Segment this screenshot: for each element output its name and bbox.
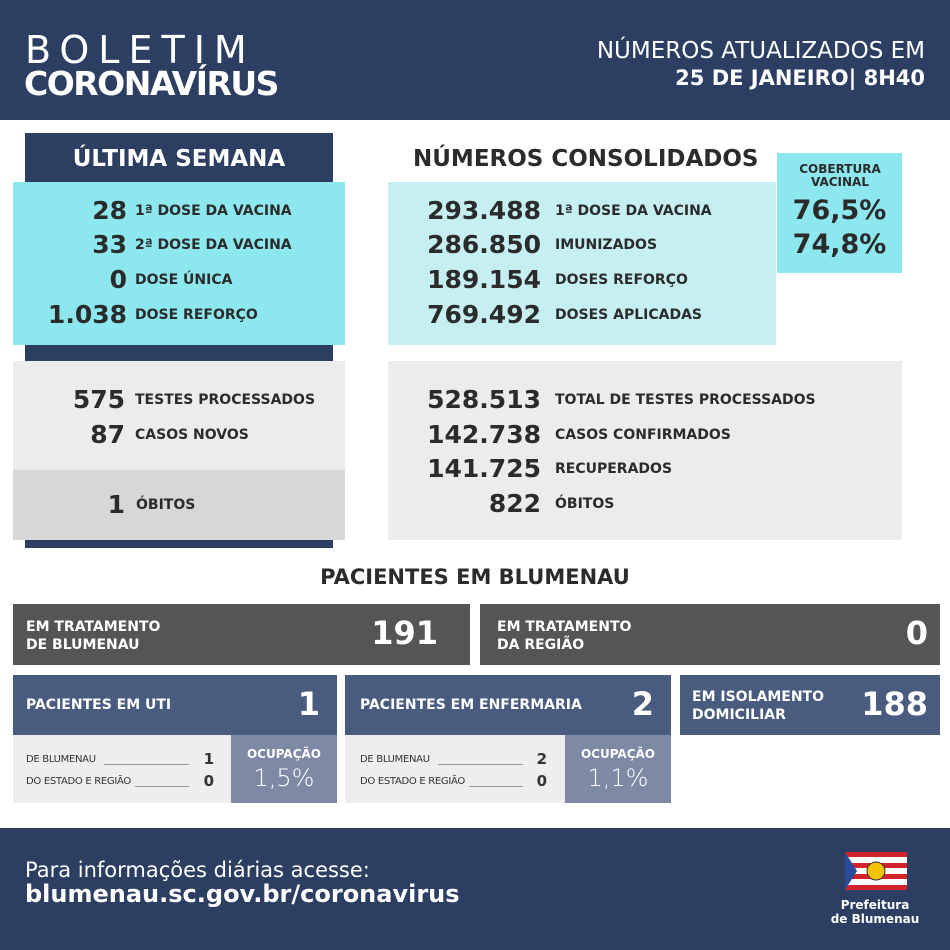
semana-obitos-box (13, 470, 345, 540)
detail-value: 0 (203, 772, 214, 790)
cobertura-box (777, 153, 902, 273)
stat-value: 293.488 (427, 196, 541, 225)
detail-label: DO ESTADO E REGIÃO (360, 776, 465, 787)
enfermaria-detail-box (345, 735, 565, 803)
stat-value: 822 (488, 489, 541, 518)
stat-value: 87 (90, 420, 125, 449)
ocupacao-value: 1,1% (587, 764, 649, 792)
flag-stripe (845, 852, 907, 857)
stat-label: ÓBITOS (555, 496, 615, 512)
tratamento-label: EM TRATAMENTO DE BLUMENAU (26, 619, 161, 653)
consolidados-vacina-box (388, 182, 776, 345)
stat-label: DOSES REFORÇO (555, 272, 688, 288)
ocupacao-value: 1,5% (253, 764, 315, 792)
update-line1: NÚMEROS ATUALIZADOS EM (596, 38, 925, 64)
stat-label: DOSE REFORÇO (135, 307, 258, 323)
detail-label: DE BLUMENAU (360, 754, 430, 765)
ocupacao-box (231, 735, 337, 803)
header-title: BOLETIM (25, 28, 256, 72)
detail-line (438, 764, 523, 765)
footer-line1: Para informações diárias acesse: (25, 858, 370, 882)
isolamento-label: EM ISOLAMENTO DOMICILIAR (692, 689, 824, 723)
ocupacao-box (565, 735, 671, 803)
stat-value: 142.738 (427, 420, 541, 449)
stat-label: DOSE ÚNICA (135, 272, 233, 288)
enfermaria-box (345, 675, 671, 735)
detail-value: 0 (536, 772, 547, 790)
stat-value: 1.038 (47, 300, 127, 329)
semana-vacina-box (13, 182, 345, 345)
flag-emblem (866, 861, 886, 881)
stat-value: 1 (107, 490, 125, 519)
ocupacao-label: OCUPAÇÃO (580, 747, 656, 761)
logo-flag (845, 852, 907, 890)
uti-label: PACIENTES EM UTI (26, 697, 172, 713)
stat-label: ÓBITOS (136, 497, 196, 513)
stat-value: 286.850 (427, 230, 541, 259)
enfermaria-value: 2 (631, 685, 654, 723)
stat-label: DOSES APLICADAS (555, 307, 702, 323)
pacientes-title: PACIENTES EM BLUMENAU (320, 565, 630, 589)
stat-label: 1ª DOSE DA VACINA (555, 203, 712, 219)
enfermaria-label: PACIENTES EM ENFERMARIA (360, 697, 582, 713)
cobertura-value: 74,8% (792, 229, 887, 260)
stat-value: 575 (72, 385, 125, 414)
stat-label: RECUPERADOS (555, 461, 673, 477)
stat-value: 141.725 (427, 454, 541, 483)
update-line2: 25 DE JANEIRO| 8H40 (675, 66, 925, 90)
detail-value: 1 (203, 750, 214, 768)
semana-title: ÚLTIMA SEMANA (72, 146, 286, 172)
semana-testes-box (13, 361, 345, 470)
detail-line (469, 786, 523, 787)
cobertura-value: 76,5% (792, 195, 887, 226)
footer-line2: blumenau.sc.gov.br/coronavirus (25, 880, 460, 908)
stat-label: TOTAL DE TESTES PROCESSADOS (555, 392, 816, 408)
uti-value: 1 (297, 685, 320, 723)
header-band (0, 0, 950, 120)
stat-label: IMUNIZADOS (555, 237, 658, 253)
detail-value: 2 (536, 750, 547, 768)
ocupacao-label: OCUPAÇÃO (246, 747, 322, 761)
tratamento-label: EM TRATAMENTO DA REGIÃO (497, 619, 632, 653)
footer-band (0, 828, 950, 950)
flag-triangle (845, 852, 857, 890)
stat-label: CASOS NOVOS (135, 427, 249, 443)
stat-label: CASOS CONFIRMADOS (555, 427, 731, 443)
tratamento-value: 0 (905, 614, 928, 652)
detail-line (104, 764, 189, 765)
logo-line2: de Blumenau (830, 912, 920, 926)
detail-line (135, 786, 189, 787)
detail-label: DE BLUMENAU (26, 754, 96, 765)
stat-label: 2ª DOSE DA VACINA (135, 237, 292, 253)
stat-label: TESTES PROCESSADOS (135, 392, 316, 408)
stat-value: 0 (109, 265, 127, 294)
consolidados-testes-box (388, 361, 902, 540)
header-subtitle: CORONAVÍRUS (24, 64, 279, 103)
isolamento-box (680, 675, 940, 735)
tratamento-box (480, 604, 940, 665)
isolamento-value: 188 (861, 685, 928, 723)
detail-label: DO ESTADO E REGIÃO (26, 776, 131, 787)
stat-value: 189.154 (427, 265, 541, 294)
stat-value: 769.492 (427, 300, 541, 329)
consolidados-title: NÚMEROS CONSOLIDADOS (413, 146, 759, 172)
stat-value: 33 (92, 230, 127, 259)
flag-stripe (845, 885, 907, 890)
logo-line1: Prefeitura (840, 898, 910, 912)
stat-label: 1ª DOSE DA VACINA (135, 203, 292, 219)
tratamento-value: 191 (371, 614, 438, 652)
uti-detail-box (13, 735, 231, 803)
uti-box (13, 675, 337, 735)
stat-value: 28 (92, 196, 127, 225)
stat-value: 528.513 (427, 385, 541, 414)
tratamento-box (13, 604, 470, 665)
cobertura-title: COBERTURA VACINAL (799, 162, 881, 189)
